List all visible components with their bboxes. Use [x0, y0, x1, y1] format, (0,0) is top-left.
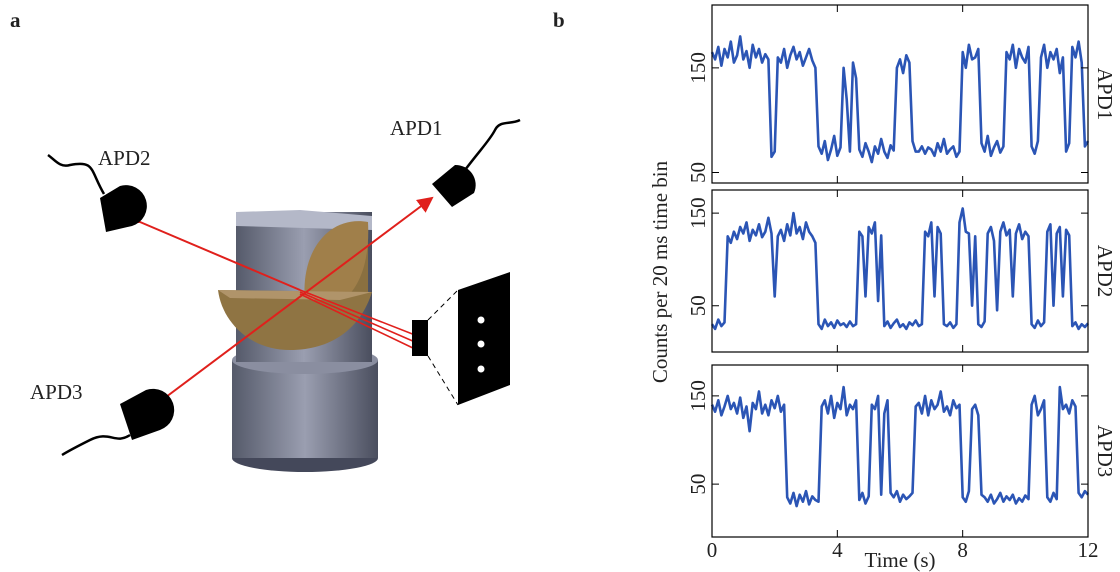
- y-tick-label: 150: [686, 197, 710, 229]
- trace: [710, 35, 1090, 164]
- panel-label: a: [10, 8, 21, 32]
- x-axis-label: Time (s): [865, 548, 936, 572]
- panel-label: b: [553, 8, 565, 32]
- y-tick-label: 150: [686, 380, 710, 412]
- x-tick-label: 4: [832, 538, 843, 562]
- trace-label: APD2: [1093, 245, 1117, 298]
- plot-frame: [711, 4, 1089, 184]
- y-tick-label: 50: [686, 162, 710, 183]
- detector-label: APD3: [30, 380, 83, 404]
- trace: [710, 207, 1089, 331]
- detector-label: APD2: [98, 146, 151, 170]
- y-tick-label: 150: [686, 52, 710, 84]
- y-tick-label: 50: [686, 474, 710, 495]
- x-tick-label: 0: [707, 538, 718, 562]
- y-axis-label: Counts per 20 ms time bin: [648, 160, 672, 383]
- x-tick-label: 12: [1078, 538, 1099, 562]
- plot-frame: [711, 364, 1089, 538]
- plot-frame: [711, 189, 1089, 353]
- detector-label: APD1: [390, 116, 443, 140]
- x-tick-label: 8: [957, 538, 968, 562]
- trace: [710, 385, 1089, 508]
- trace-label: APD3: [1093, 425, 1117, 478]
- trace-label: APD1: [1093, 68, 1117, 121]
- y-tick-label: 50: [686, 295, 710, 316]
- setup-diagram: [47, 118, 521, 472]
